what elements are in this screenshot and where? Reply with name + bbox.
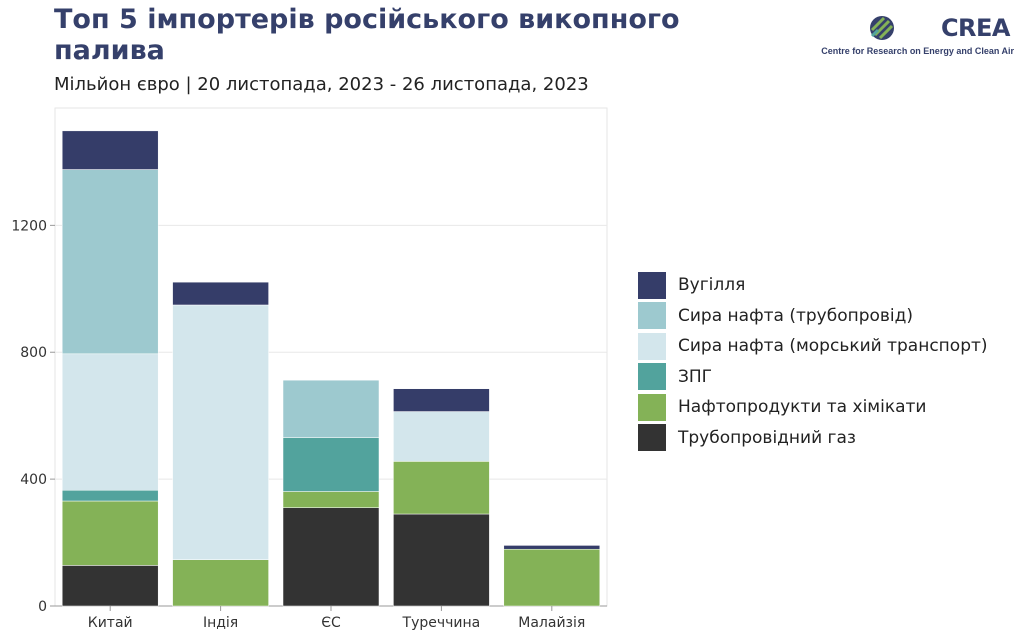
bar-segment <box>172 281 269 306</box>
legend-swatch <box>638 363 666 391</box>
bar-segment <box>61 130 159 170</box>
chart-title: Топ 5 імпортерів російського викопного п… <box>54 4 680 66</box>
bar-segment <box>282 437 380 492</box>
x-tick-label: Китай <box>88 615 133 631</box>
legend-label: Нафтопродукти та хімікати <box>678 397 927 418</box>
legend-swatch <box>638 332 666 360</box>
bar-segment <box>61 500 159 566</box>
legend-swatch <box>638 302 666 330</box>
x-tick-label: ЄС <box>321 615 341 631</box>
x-tick-label: Малайзія <box>518 615 585 631</box>
y-tick-label: 1200 <box>11 218 47 234</box>
y-tick-label: 800 <box>20 345 47 361</box>
legend-label: Сира нафта (морський транспорт) <box>678 336 988 357</box>
legend-item: ЗПГ <box>638 362 988 393</box>
bar-segment <box>61 169 159 355</box>
legend-swatch <box>638 393 666 421</box>
legend-label: ЗПГ <box>678 366 713 387</box>
logo-text: CREA <box>940 14 1011 42</box>
bar-segment <box>172 559 269 607</box>
bar-segment <box>503 545 601 550</box>
bar-segment <box>61 353 159 491</box>
bar-segment <box>393 411 490 462</box>
legend: Вугілля Сира нафта (трубопровід) Сира нафт… <box>638 270 988 453</box>
crea-logo: CREA Centre for Research on Energy and C… <box>794 14 1014 60</box>
logo-tagline: Centre for Research on Energy and Clean … <box>821 46 1014 56</box>
x-tick-label: Туреччина <box>402 615 481 631</box>
bar-segment <box>503 548 601 607</box>
bar-segment <box>172 304 269 560</box>
legend-swatch <box>638 424 666 452</box>
bar-segment <box>393 388 490 412</box>
legend-item: Вугілля <box>638 270 988 301</box>
legend-item: Сира нафта (трубопровід) <box>638 301 988 332</box>
bar-segment <box>282 507 380 607</box>
bar-segment <box>282 379 380 438</box>
legend-label: Вугілля <box>678 275 746 296</box>
x-tick-label: Індія <box>203 615 238 631</box>
bar-segment <box>393 513 490 607</box>
bar-segment <box>282 491 380 508</box>
chart-subtitle: Мільйон євро | 20 листопада, 2023 - 26 л… <box>54 74 589 95</box>
bar-segment <box>61 565 159 607</box>
crea-logo-icon <box>870 16 894 40</box>
legend-item: Нафтопродукти та хімікати <box>638 392 988 423</box>
legend-label: Трубопровідний газ <box>678 427 856 448</box>
legend-label: Сира нафта (трубопровід) <box>678 305 914 326</box>
bar-segment <box>61 489 159 502</box>
legend-swatch <box>638 271 666 299</box>
legend-item: Трубопровідний газ <box>638 423 988 454</box>
legend-item: Сира нафта (морський транспорт) <box>638 331 988 362</box>
y-tick-label: 400 <box>20 472 47 488</box>
bar-segment <box>393 461 490 515</box>
y-tick-label: 0 <box>38 599 47 615</box>
